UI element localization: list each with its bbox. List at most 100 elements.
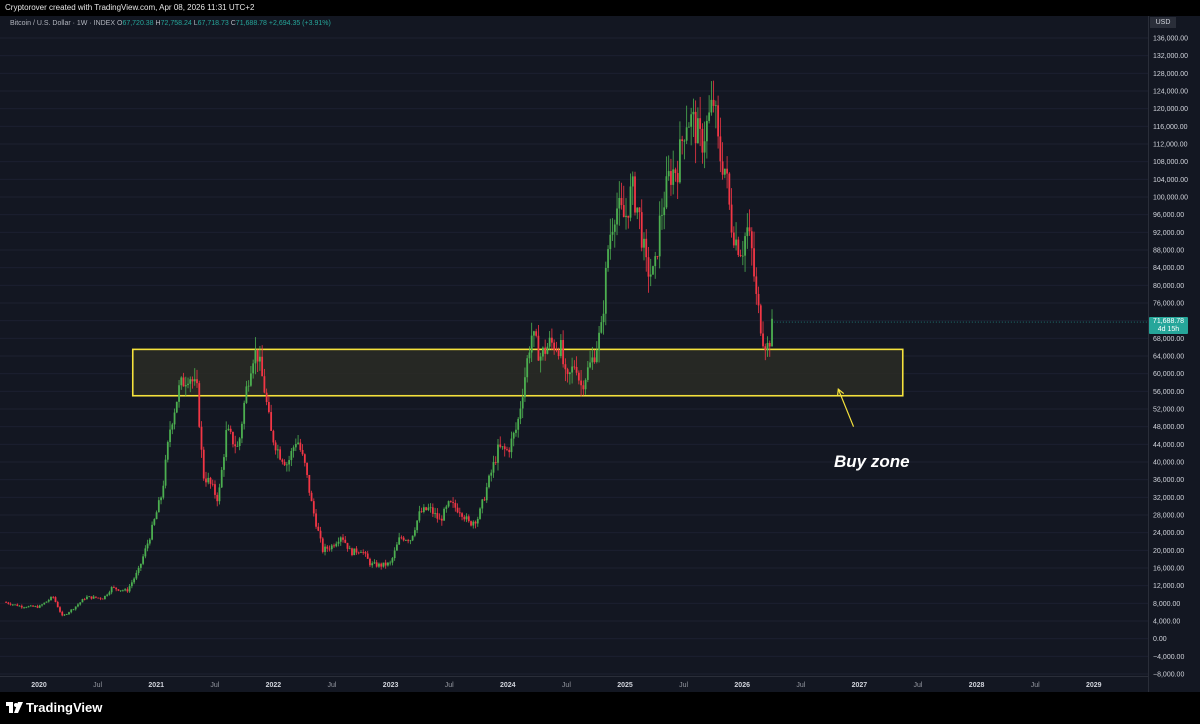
open-label: O [116, 20, 123, 27]
candle-body [297, 442, 299, 444]
candle-body [281, 459, 284, 462]
candle-body [65, 614, 68, 615]
candle-body [497, 444, 499, 463]
candle-body [517, 418, 520, 430]
candle-body [371, 563, 374, 566]
candle-body [303, 454, 306, 463]
currency-button[interactable]: USD [1150, 17, 1176, 28]
candle-body [369, 558, 371, 566]
candle-body [63, 614, 66, 616]
candle-body [7, 602, 10, 604]
candle-body [625, 215, 627, 218]
price-tick-label: 36,000.00 [1153, 477, 1184, 484]
candle-body [627, 215, 630, 218]
candle-body [647, 257, 650, 277]
candle-body [631, 176, 634, 187]
candle-body [355, 548, 358, 553]
candle-body [667, 171, 670, 177]
candle-body [155, 512, 158, 520]
candle-body [755, 276, 758, 294]
time-axis[interactable] [0, 676, 1148, 692]
candle-body [220, 469, 223, 488]
candle-body [732, 232, 735, 246]
candle-body [499, 444, 502, 447]
time-tick-label: 2022 [266, 682, 282, 689]
candle-body [61, 611, 64, 616]
price-tick-label: 100,000.00 [1153, 195, 1188, 202]
price-axis[interactable] [1148, 16, 1200, 692]
candle-body [719, 136, 722, 162]
candle-body [643, 238, 645, 248]
candle-body [234, 444, 237, 447]
candle-body [472, 521, 475, 526]
candle-body [326, 546, 329, 549]
candle-body [81, 599, 84, 603]
candle-body [202, 449, 205, 479]
candle-body [279, 449, 282, 460]
candle-body [45, 601, 48, 603]
candle-body [187, 383, 189, 386]
candle-body [144, 548, 147, 557]
candle-body [54, 597, 57, 603]
candle-body [654, 256, 657, 267]
candle-body [616, 208, 618, 225]
candle-body [364, 552, 367, 554]
candle-body [757, 293, 760, 306]
buy-zone-box [131, 348, 904, 397]
price-tick-label: 80,000.00 [1153, 283, 1184, 290]
candle-body [104, 595, 106, 600]
candle-body [250, 373, 252, 386]
candle-body [564, 364, 567, 370]
price-tick-label: 96,000.00 [1153, 212, 1184, 219]
candle-body [690, 114, 693, 127]
candle-body [330, 545, 333, 550]
candle-body [70, 609, 73, 613]
candle-body [600, 322, 603, 333]
time-tick-label: Jul [445, 682, 454, 689]
candle-body [59, 607, 61, 612]
candle-body [261, 356, 264, 377]
candle-body [384, 562, 387, 566]
candle-body [342, 537, 344, 540]
candle-body [398, 537, 401, 545]
price-tick-label: 116,000.00 [1153, 124, 1188, 131]
candle-body [348, 548, 351, 550]
candle-body [317, 526, 320, 531]
candle-body [29, 605, 32, 607]
candle-body [200, 426, 203, 450]
credit-bar: Cryptorover created with TradingView.com… [0, 0, 1200, 16]
candle-body [270, 412, 273, 431]
candle-body [748, 227, 751, 232]
candle-body [602, 313, 605, 323]
candle-body [526, 358, 529, 378]
candle-body [701, 128, 704, 153]
candle-body [229, 428, 232, 432]
candle-body [274, 442, 277, 451]
price-tick-label: −8,000.00 [1153, 672, 1184, 679]
candle-body [661, 215, 663, 216]
candle-body [133, 578, 136, 583]
candle-body [382, 562, 385, 567]
candle-body [557, 350, 560, 357]
candle-body [620, 197, 623, 206]
candle-body [458, 512, 461, 514]
candle-body [173, 412, 176, 425]
candle-body [535, 331, 538, 336]
candle-body [411, 535, 414, 541]
candle-body [92, 596, 95, 599]
candle-body [425, 507, 428, 511]
candle-body [238, 438, 241, 447]
candle-body [43, 602, 46, 605]
candle-body [378, 563, 380, 567]
time-tick-label: Jul [796, 682, 805, 689]
time-tick-label: Jul [562, 682, 571, 689]
candle-body [559, 340, 562, 357]
low-label: L [193, 20, 198, 27]
candle-body [591, 357, 594, 363]
close-label: C [230, 20, 236, 27]
candle-body [178, 385, 180, 402]
candle-body [216, 494, 219, 502]
candle-body [665, 176, 668, 208]
time-tick-label: 2029 [1086, 682, 1102, 689]
